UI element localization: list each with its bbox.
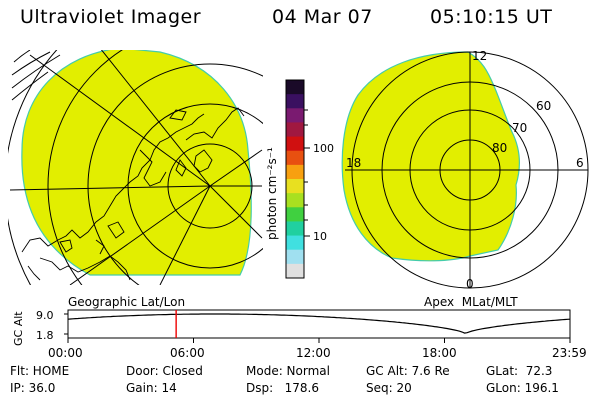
timeline-axis-label: GC Alt [12,311,25,346]
mlat-label-60: 60 [536,99,551,113]
timeline-xtick-4: 23:59 [552,346,587,360]
colorbar-segment [286,164,304,180]
colorbar-segment [286,108,304,123]
colorbar-segment [286,221,304,237]
colorbar-segment [286,179,304,194]
timeline-xtick-2: 12:00 [296,346,331,360]
mlt-label-18: 18 [346,156,361,170]
info-glat: GLat: 72.3 [486,364,553,378]
mlt-label-12: 12 [472,49,487,63]
colorbar-segment [286,150,304,166]
mlt-label-6: 6 [576,156,584,170]
colorbar-segment [286,235,304,251]
info-gain: Gain: 14 [126,381,177,395]
info-glon: GLon: 196.1 [486,381,559,395]
colorbar [286,80,304,279]
info-gc-alt: GC Alt: 7.6 Re [366,364,450,378]
timeline-xtick-0: 00:00 [48,346,83,360]
mlat-label-80: 80 [492,141,507,155]
header-time: 05:10:15 UT [430,6,553,28]
colorbar-unit-label: photon cm⁻²s⁻¹ [265,147,279,240]
left-edge-arcs [11,50,61,101]
colorbar-segment [286,249,304,265]
timeline-ticks [64,313,571,343]
colorbar-ticks [304,109,310,237]
left-latitude-circles [8,50,263,285]
colorbar-segment [286,136,304,152]
colorbar-segment [286,122,304,138]
colorbar-segment [286,80,304,95]
mlat-label-70: 70 [512,121,527,135]
colorbar-segment [286,193,304,208]
header-date: 04 Mar 07 [272,6,373,28]
info-seq: Seq: 20 [366,381,412,395]
info-ip: IP: 36.0 [10,381,56,395]
colorbar-segment [286,263,304,279]
instrument-title: Ultraviolet Imager [20,6,202,28]
right-mlt-lines [345,52,588,288]
colorbar-frame [285,79,305,279]
colorbar-segment [286,94,304,109]
left-meridians [9,50,263,285]
mlt-label-0: 0 [466,277,474,291]
gc-alt-curve [67,313,571,334]
timeline-xtick-3: 18:00 [422,346,457,360]
mlat-mlt-plot: 12 18 6 0 60 70 80 [341,49,589,291]
timeline-xtick-1: 06:00 [170,346,205,360]
geographic-map [8,50,263,285]
coastlines [21,107,245,281]
timeline-frame [67,309,571,339]
timeline-ytick-9: 9.0 [36,309,54,322]
colorbar-tick-10: 10 [313,230,327,243]
timeline-ytick-1: 1.8 [36,329,54,342]
right-aurora-fill [341,51,521,262]
right-panel-label: Apex MLat/MLT [424,295,518,309]
left-panel-label: Geographic Lat/Lon [68,295,186,309]
colorbar-tick-100: 100 [313,142,334,155]
info-dsp: Dsp: 178.6 [246,381,319,395]
info-flight: Flt: HOME [10,364,70,378]
info-door: Door: Closed [126,364,203,378]
info-mode: Mode: Normal [246,364,330,378]
colorbar-segment [286,207,304,222]
